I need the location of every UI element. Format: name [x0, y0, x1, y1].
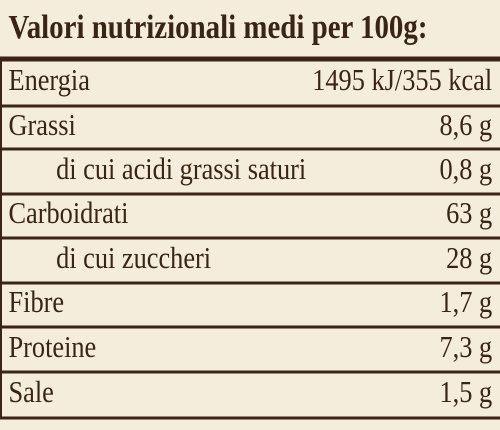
row-value: 1,5 g: [439, 375, 492, 409]
row-value: 1495 kJ/355 kcal: [312, 63, 492, 97]
row-label: di cui acidi grassi saturi: [56, 152, 306, 186]
table-title: Valori nutrizionali medi per 100g:: [9, 8, 428, 46]
row-value: 63 g: [446, 196, 492, 230]
text-layer: Valori nutrizionali medi per 100g: Energ…: [9, 8, 493, 410]
row-value: 0,8 g: [439, 152, 492, 186]
row-label: Proteine: [9, 330, 97, 364]
row-value: 8,6 g: [439, 108, 492, 142]
row-value: 1,7 g: [439, 285, 492, 319]
row-label: di cui zuccheri: [56, 241, 211, 275]
row-label: Grassi: [9, 108, 76, 142]
row-label: Carboidrati: [9, 196, 129, 230]
row-value: 28 g: [446, 241, 492, 275]
row-value: 7,3 g: [439, 330, 492, 364]
row-label: Sale: [9, 375, 54, 409]
row-label: Fibre: [9, 285, 65, 319]
row-label: Energia: [9, 63, 91, 97]
